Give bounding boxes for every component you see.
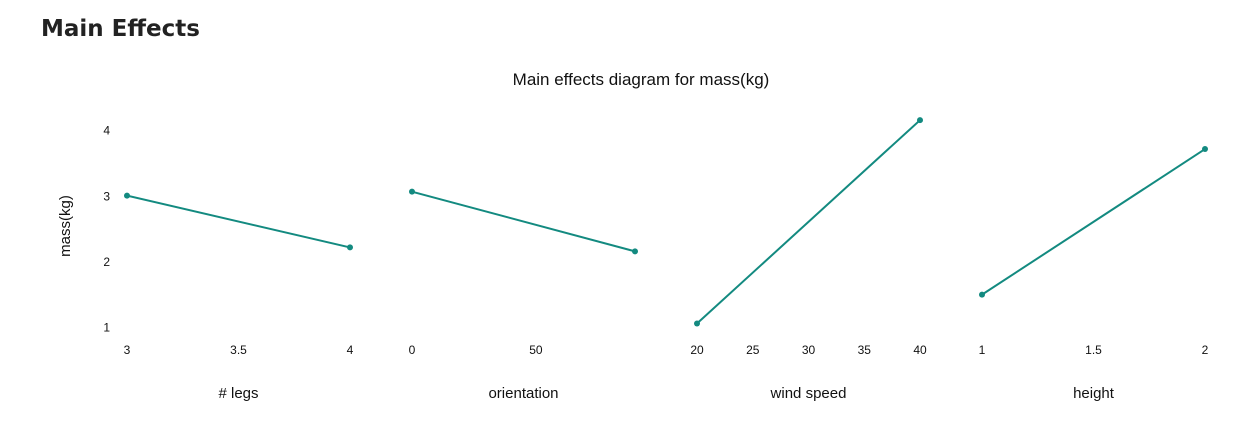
- data-point: [1202, 146, 1208, 153]
- y-tick-label: 4: [103, 124, 110, 138]
- x-tick-label: 1.5: [1085, 343, 1102, 357]
- x-tick-label: 4: [347, 343, 354, 357]
- page-heading: Main Effects: [41, 16, 200, 42]
- chart-title: Main effects diagram for mass(kg): [513, 70, 770, 89]
- effect-line: [981, 148, 1206, 296]
- x-tick-label: 0: [409, 343, 416, 357]
- effect-line: [696, 119, 921, 325]
- x-tick-label: 2: [1202, 343, 1209, 357]
- data-point: [632, 248, 638, 255]
- x-tick-label: 35: [858, 343, 872, 357]
- x-tick-label: 3: [124, 343, 131, 357]
- effect-line: [411, 190, 636, 253]
- y-axis-ticks: 1 2 3 4: [103, 124, 110, 335]
- y-axis-label: mass(kg): [57, 195, 74, 257]
- y-tick-label: 3: [103, 189, 110, 203]
- data-point: [979, 291, 985, 298]
- x-tick-label: 20: [690, 343, 704, 357]
- data-point: [409, 188, 415, 195]
- data-point: [124, 192, 130, 199]
- panel-3: 1 1.5 2 height: [979, 146, 1209, 402]
- x-tick-label: 25: [746, 343, 760, 357]
- x-axis-label: wind speed: [770, 385, 847, 402]
- x-axis-label: # legs: [218, 385, 258, 402]
- x-tick-label: 50: [529, 343, 543, 357]
- data-point: [917, 117, 923, 124]
- panel-1: 0 50 orientation: [409, 188, 638, 402]
- data-point: [694, 320, 700, 327]
- x-axis-label: height: [1073, 385, 1115, 402]
- panel-0: 3 3.5 4 # legs: [124, 192, 354, 402]
- y-tick-label: 1: [103, 320, 110, 334]
- x-tick-label: 3.5: [230, 343, 247, 357]
- data-point: [347, 244, 353, 251]
- x-tick-label: 40: [913, 343, 927, 357]
- panel-2: 20 25 30 35 40 wind speed: [690, 117, 927, 402]
- chart-panels: 3 3.5 4 # legs 0 50 orientation 20 25 30 35 40 wind …: [124, 117, 1209, 402]
- x-axis-label: orientation: [488, 385, 558, 402]
- x-tick-label: 1: [979, 343, 986, 357]
- x-tick-label: 30: [802, 343, 816, 357]
- effect-line: [126, 194, 351, 249]
- y-tick-label: 2: [103, 255, 110, 269]
